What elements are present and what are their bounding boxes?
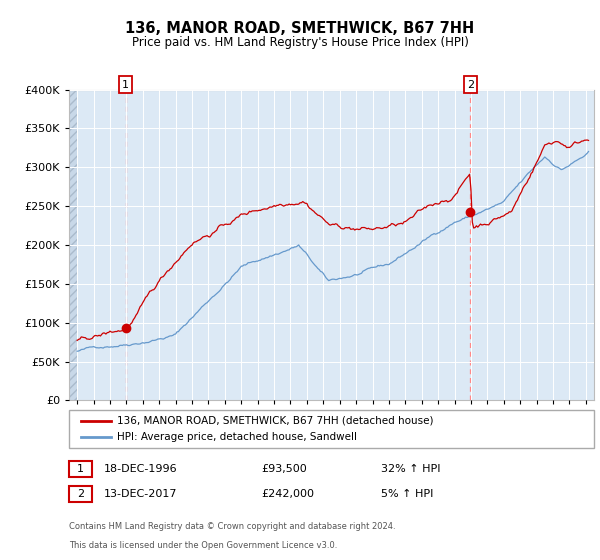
Text: £93,500: £93,500 <box>261 464 307 474</box>
Text: 2: 2 <box>467 80 474 90</box>
Text: 32% ↑ HPI: 32% ↑ HPI <box>381 464 440 474</box>
Text: £242,000: £242,000 <box>261 489 314 499</box>
Text: Contains HM Land Registry data © Crown copyright and database right 2024.: Contains HM Land Registry data © Crown c… <box>69 522 395 531</box>
Text: 2: 2 <box>77 489 84 499</box>
Text: HPI: Average price, detached house, Sandwell: HPI: Average price, detached house, Sand… <box>117 432 357 442</box>
Text: 18-DEC-1996: 18-DEC-1996 <box>104 464 178 474</box>
Text: 1: 1 <box>77 464 84 474</box>
Text: 1: 1 <box>122 80 129 90</box>
Text: 136, MANOR ROAD, SMETHWICK, B67 7HH: 136, MANOR ROAD, SMETHWICK, B67 7HH <box>125 21 475 36</box>
Text: 136, MANOR ROAD, SMETHWICK, B67 7HH (detached house): 136, MANOR ROAD, SMETHWICK, B67 7HH (det… <box>117 416 433 426</box>
Text: 5% ↑ HPI: 5% ↑ HPI <box>381 489 433 499</box>
Text: This data is licensed under the Open Government Licence v3.0.: This data is licensed under the Open Gov… <box>69 541 337 550</box>
Text: 13-DEC-2017: 13-DEC-2017 <box>104 489 178 499</box>
Bar <box>69 90 77 400</box>
Text: Price paid vs. HM Land Registry's House Price Index (HPI): Price paid vs. HM Land Registry's House … <box>131 36 469 49</box>
